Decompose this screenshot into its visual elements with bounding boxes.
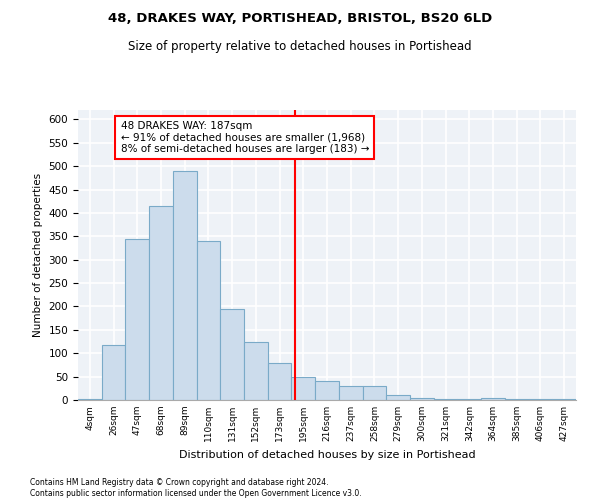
Bar [244,342,268,400]
Bar [505,398,529,400]
X-axis label: Distribution of detached houses by size in Portishead: Distribution of detached houses by size … [179,450,475,460]
Bar [529,398,552,400]
Y-axis label: Number of detached properties: Number of detached properties [33,173,43,337]
Bar [315,382,339,400]
Text: Size of property relative to detached houses in Portishead: Size of property relative to detached ho… [128,40,472,53]
Bar [173,171,197,400]
Bar [386,396,410,400]
Bar [292,376,315,400]
Bar [434,398,457,400]
Text: 48 DRAKES WAY: 187sqm
← 91% of detached houses are smaller (1,968)
8% of semi-de: 48 DRAKES WAY: 187sqm ← 91% of detached … [121,121,369,154]
Text: 48, DRAKES WAY, PORTISHEAD, BRISTOL, BS20 6LD: 48, DRAKES WAY, PORTISHEAD, BRISTOL, BS2… [108,12,492,26]
Bar [410,398,434,400]
Text: Contains HM Land Registry data © Crown copyright and database right 2024.
Contai: Contains HM Land Registry data © Crown c… [30,478,362,498]
Bar [481,398,505,400]
Bar [197,241,220,400]
Bar [552,398,576,400]
Bar [339,386,362,400]
Bar [362,386,386,400]
Bar [220,309,244,400]
Bar [78,398,102,400]
Bar [125,238,149,400]
Bar [268,362,292,400]
Bar [457,398,481,400]
Bar [102,346,125,400]
Bar [149,206,173,400]
